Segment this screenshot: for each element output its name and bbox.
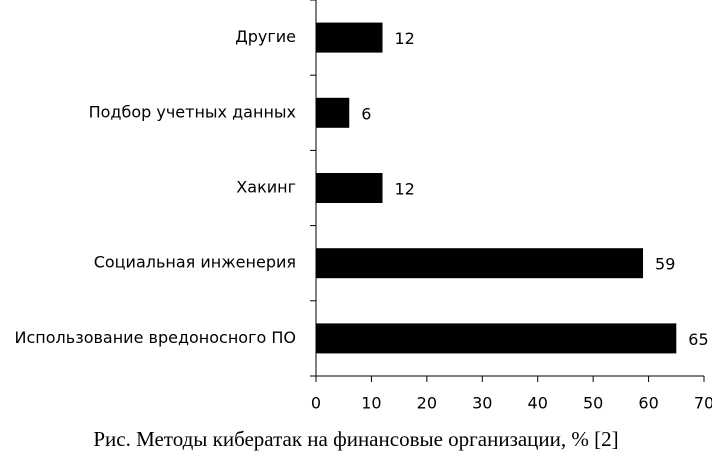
x-tick-label: 0 xyxy=(311,394,321,413)
y-tick-label: Другие xyxy=(235,27,296,46)
y-tick-label: Подбор учетных данных xyxy=(89,102,296,121)
y-tick-label: Социальная инженерия xyxy=(94,253,296,272)
chart-title: Рис. Методы кибератак на финансовые орга… xyxy=(93,427,618,451)
value-label: 12 xyxy=(395,180,415,199)
value-label: 65 xyxy=(688,330,708,349)
x-tick-label: 10 xyxy=(361,394,381,413)
x-tick-label: 40 xyxy=(528,394,548,413)
y-tick-label: Использование вредоносного ПО xyxy=(15,328,296,347)
bar xyxy=(316,248,644,279)
x-tick-label: 70 xyxy=(694,394,712,413)
x-tick-label: 50 xyxy=(583,394,603,413)
value-label: 6 xyxy=(361,104,371,123)
bar xyxy=(316,173,383,203)
x-tick-label: 30 xyxy=(472,394,492,413)
value-label: 59 xyxy=(655,255,675,274)
y-tick-label: Хакинг xyxy=(236,178,296,197)
bar xyxy=(316,97,350,128)
bar xyxy=(316,22,383,53)
x-tick-label: 20 xyxy=(417,394,437,413)
x-tick-label: 60 xyxy=(638,394,658,413)
value-label: 12 xyxy=(395,29,415,48)
bar xyxy=(316,323,677,354)
